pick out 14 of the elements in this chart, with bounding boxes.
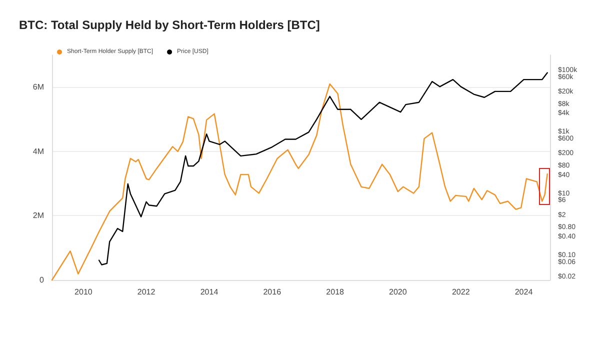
y-tick-label: 2M <box>32 211 44 220</box>
x-tick-label: 2018 <box>326 288 345 296</box>
x-tick-label: 2024 <box>514 288 534 296</box>
line-series <box>98 72 548 266</box>
x-tick-label: 2020 <box>389 288 408 296</box>
chart-title: BTC: Total Supply Held by Short-Term Holders [BTC] <box>19 18 320 32</box>
x-tick-label: 2010 <box>74 288 93 296</box>
x-tick-label: 2014 <box>200 288 219 296</box>
x-tick-label: 2012 <box>137 288 156 296</box>
y-tick-label: 4M <box>32 146 44 156</box>
x-tick-label: 2022 <box>452 288 470 296</box>
x-tick-label: 2016 <box>263 288 282 296</box>
y-tick-label: 0 <box>40 276 45 284</box>
y-tick-label: 6M <box>32 82 44 92</box>
